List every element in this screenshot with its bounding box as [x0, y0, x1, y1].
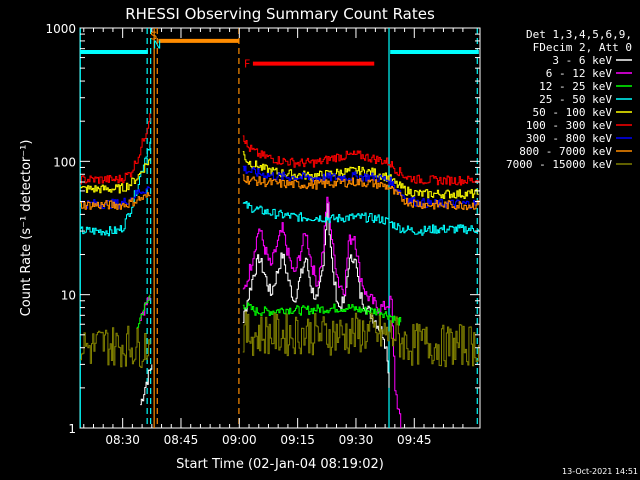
legend-entry-label: 800 - 7000 keV — [519, 145, 612, 158]
legend-header-line-2: FDecim 2, Att 0 — [533, 41, 632, 54]
legend-entry-label: 7000 - 15000 keV — [506, 158, 612, 171]
x-tick-label: 09:30 — [339, 433, 374, 447]
legend-entry-label: 6 - 12 keV — [546, 67, 613, 80]
legend-entry-label: 3 - 6 keV — [552, 54, 612, 67]
x-axis: 08:30 08:45 09:00 09:15 09:30 09:45 — [83, 28, 464, 447]
legend-entry-label: 12 - 25 keV — [539, 80, 612, 93]
observation-overlays: SN F — [79, 28, 479, 428]
series-line-6 — [242, 135, 479, 186]
y-tick-label: 1000 — [45, 22, 76, 36]
legend-entry-label: 25 - 50 keV — [539, 93, 612, 106]
flag-label: N — [153, 39, 161, 52]
series-line-9 — [80, 325, 151, 368]
legend-entry-label: 300 - 800 keV — [526, 132, 612, 145]
series-line-7 — [242, 165, 479, 209]
x-tick-label: 09:45 — [397, 433, 432, 447]
x-tick-label: 09:15 — [280, 433, 315, 447]
series-line-5 — [80, 158, 151, 194]
series-line-3 — [242, 302, 402, 326]
series-line-6 — [80, 113, 151, 185]
flag-label: S — [150, 29, 157, 42]
series-line-3 — [136, 294, 151, 329]
y-axis: 1 10 100 1000 — [45, 22, 480, 436]
series-line-1 — [140, 364, 153, 406]
legend-entry-label: 50 - 100 keV — [533, 106, 613, 119]
series-line-8 — [80, 192, 151, 210]
x-tick-label: 08:30 — [105, 433, 140, 447]
x-axis-label: Start Time (02-Jan-04 08:19:02) — [176, 457, 384, 472]
x-tick-label: 08:45 — [164, 433, 199, 447]
legend-header-line-1: Det 1,3,4,5,6,9, — [526, 28, 632, 41]
flag-label: F — [244, 58, 250, 71]
x-tick-label: 09:00 — [222, 433, 257, 447]
y-tick-label: 100 — [53, 155, 76, 169]
footer-timestamp: 13-Oct-2021 14:51 — [562, 467, 638, 476]
y-tick-label: 10 — [61, 289, 76, 303]
series-line-4 — [242, 201, 479, 236]
series-line-8 — [242, 174, 479, 211]
series-layer — [80, 113, 479, 428]
legend: Det 1,3,4,5,6,9, FDecim 2, Att 0 3 - 6 k… — [506, 28, 632, 171]
series-line-5 — [242, 151, 479, 199]
y-tick-label: 1 — [68, 422, 76, 436]
chart-title: RHESSI Observing Summary Count Rates — [125, 5, 435, 23]
legend-entry-label: 100 - 300 keV — [526, 119, 612, 132]
series-line-4 — [80, 141, 151, 237]
series-line-9 — [242, 311, 479, 368]
series-line-2 — [242, 196, 402, 428]
y-axis-label: Count Rate (s⁻¹ detector⁻¹) — [19, 140, 34, 317]
